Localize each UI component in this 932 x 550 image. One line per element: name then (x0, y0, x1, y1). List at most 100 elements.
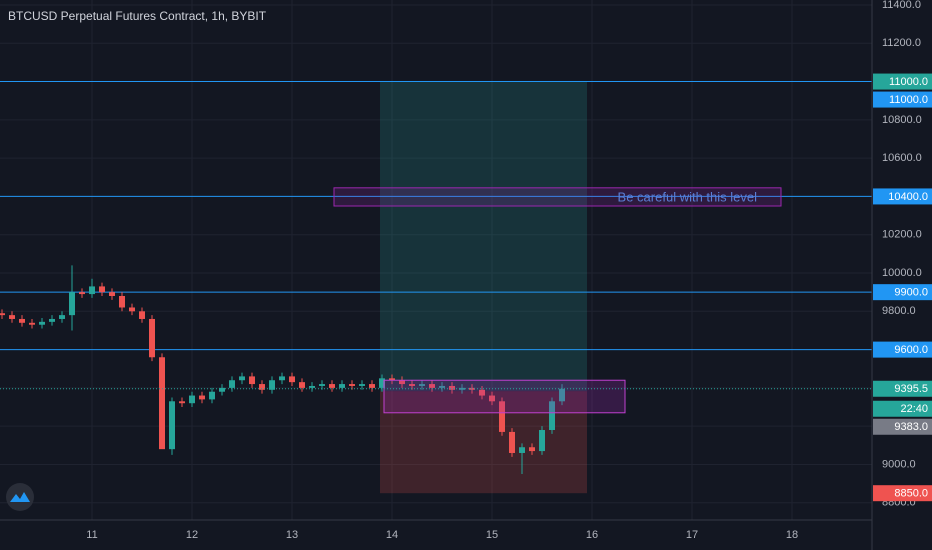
y-tick-label: 11400.0 (882, 0, 921, 11)
candle-body (349, 384, 355, 386)
target-label-bg (873, 73, 932, 90)
candle-body (69, 292, 75, 316)
candle-body (509, 431, 515, 453)
candle-body (219, 387, 225, 392)
candle-body (89, 286, 95, 295)
candle-body (369, 384, 375, 388)
candle-body (199, 395, 205, 400)
entry-label: 9383.0 (894, 421, 928, 433)
candle-body (439, 385, 445, 388)
stop-label: 8850.0 (894, 488, 928, 500)
candle-body (39, 321, 45, 325)
candle-body (259, 384, 265, 390)
annotation-box (333, 187, 782, 207)
candle-body (139, 311, 145, 319)
candle-body (9, 315, 15, 319)
plot: Be careful with this level (0, 81, 872, 494)
candle-body (449, 385, 455, 390)
candle-body (429, 384, 435, 388)
candle-body (559, 388, 565, 402)
candle-body (289, 376, 295, 383)
x-tick-label: 17 (686, 529, 698, 541)
candle-body (329, 384, 335, 388)
candle-body (189, 395, 195, 404)
entry-label-bg (873, 418, 932, 435)
y-tick-label: 10200.0 (882, 229, 922, 241)
candle-body (529, 447, 535, 452)
candle-body (379, 378, 385, 388)
y-tick-label: 11200.0 (882, 37, 921, 49)
y-tick-label: 9000.0 (882, 458, 916, 470)
candle-body (479, 389, 485, 396)
x-tick-label: 18 (786, 529, 798, 541)
candle-body (389, 378, 395, 381)
countdown-label: 22:40 (900, 403, 928, 415)
candle-body (129, 307, 135, 312)
candle-body (539, 430, 545, 452)
logo (6, 483, 34, 511)
candle-body (279, 376, 285, 381)
logo-icon (10, 492, 30, 502)
price-axis: 8800.09000.09200.09400.09600.09800.01000… (873, 0, 932, 509)
candle-body (159, 357, 165, 450)
level-label: 10400.0 (888, 191, 928, 203)
candle-body (239, 376, 245, 381)
candle-body (319, 384, 325, 386)
level-label: 11000.0 (889, 94, 928, 106)
stop-label-bg (873, 485, 932, 502)
last-price-label-bg (873, 380, 932, 397)
candle-body (549, 401, 555, 431)
candle-body (419, 384, 425, 386)
y-tick-label: 9800.0 (882, 305, 916, 317)
candle-body (519, 447, 525, 453)
candle-body (499, 401, 505, 432)
y-tick-label: 10800.0 (882, 114, 922, 126)
candle-body (299, 382, 305, 388)
candle-body (309, 385, 315, 388)
candle-body (19, 318, 25, 323)
candle-body (399, 380, 405, 385)
annotation-text: Be careful with this level (618, 189, 758, 204)
y-tick-label: 10000.0 (882, 267, 922, 279)
candle-body (49, 318, 55, 322)
level-label-bg (873, 188, 932, 205)
candle-body (79, 292, 85, 295)
candle-body (339, 384, 345, 388)
level-label: 9600.0 (894, 344, 928, 356)
candle-body (149, 318, 155, 358)
candle-body (469, 387, 475, 390)
candle-body (269, 380, 275, 390)
profit-zone (380, 81, 587, 392)
target-label: 11000.0 (889, 76, 928, 88)
candle-body (179, 401, 185, 404)
candle-body (409, 384, 415, 386)
x-tick-label: 13 (286, 529, 298, 541)
range-box (383, 379, 626, 414)
y-tick-label: 10600.0 (882, 152, 922, 164)
candle-body (209, 391, 215, 400)
chart-title: BTCUSD Perpetual Futures Contract, 1h, B… (8, 9, 267, 23)
last-price-label: 9395.5 (894, 383, 928, 395)
countdown-label-bg (873, 400, 932, 417)
level-label-bg (873, 341, 932, 358)
candle-body (229, 380, 235, 388)
level-label-bg (873, 284, 932, 301)
level-label-bg (873, 91, 932, 108)
logo-bg (6, 483, 34, 511)
x-tick-label: 14 (386, 529, 398, 541)
level-label: 9900.0 (894, 287, 928, 299)
x-tick-label: 11 (86, 529, 97, 541)
candle-body (29, 322, 35, 325)
candle-body (59, 315, 65, 319)
candle-body (119, 295, 125, 308)
candle-body (109, 292, 115, 296)
candle-body (489, 395, 495, 402)
candle-body (0, 313, 5, 316)
candle-body (359, 384, 365, 386)
x-tick-label: 15 (486, 529, 498, 541)
candle-body (99, 286, 105, 293)
x-tick-label: 16 (586, 529, 598, 541)
candle-body (249, 376, 255, 385)
